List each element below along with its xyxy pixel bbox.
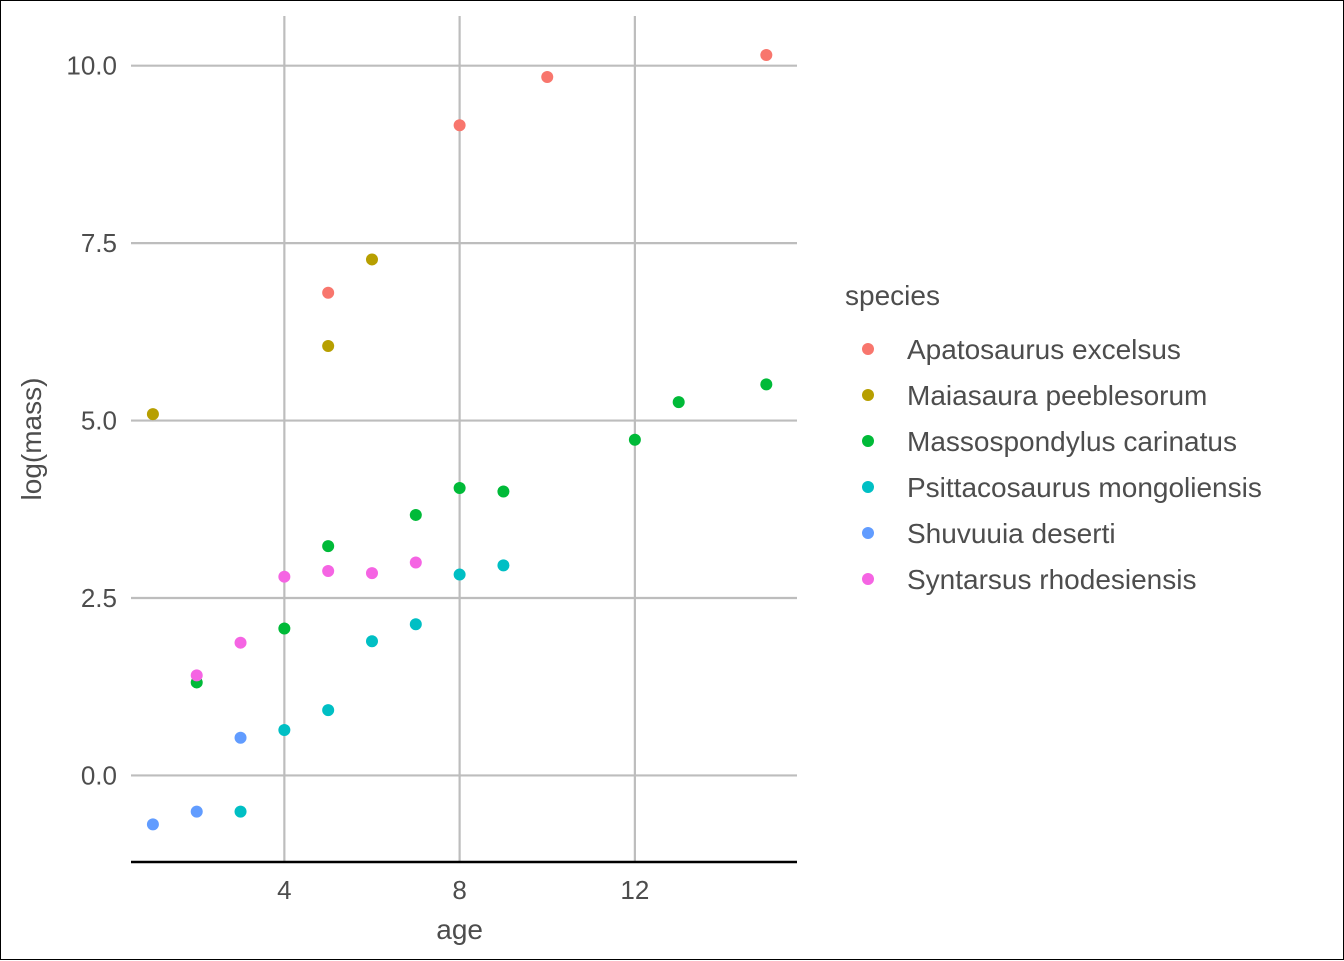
legend-title: species [845, 280, 940, 311]
data-point [234, 731, 247, 744]
y-tick-labels: 0.0 2.5 5.0 7.5 10.0 [66, 51, 117, 791]
legend-key [862, 573, 874, 585]
data-point [365, 253, 378, 266]
data-point [322, 540, 335, 553]
data-point [760, 378, 773, 391]
legend-label: Syntarsus rhodesiensis [907, 564, 1196, 595]
data-point [409, 508, 422, 521]
data-point [453, 119, 466, 132]
y-axis-title: log(mass) [16, 378, 47, 501]
data-point [365, 567, 378, 580]
data-point [190, 805, 203, 818]
data-point [278, 570, 291, 583]
data-point [146, 408, 159, 421]
data-point [628, 433, 641, 446]
data-point [409, 556, 422, 569]
legend: species Apatosaurus excelsus Maiasaura pe… [845, 280, 1262, 595]
legend-label: Shuvuuia deserti [907, 518, 1116, 549]
y-tick-label: 5.0 [81, 406, 117, 436]
y-tick-label: 10.0 [66, 51, 117, 81]
legend-label: Massospondylus carinatus [907, 426, 1237, 457]
data-point [497, 485, 510, 498]
data-point [453, 568, 466, 581]
x-tick-label: 4 [277, 875, 291, 905]
data-point [278, 723, 291, 736]
legend-key [862, 481, 874, 493]
x-axis-title: age [436, 914, 483, 945]
y-tick-label: 2.5 [81, 583, 117, 613]
data-point [234, 805, 247, 818]
data-point [322, 340, 335, 353]
data-point [541, 71, 554, 84]
data-point [322, 565, 335, 578]
data-point [760, 49, 773, 62]
x-tick-label: 8 [452, 875, 466, 905]
grid-lines [131, 16, 797, 862]
legend-key [862, 527, 874, 539]
legend-label: Apatosaurus excelsus [907, 334, 1181, 365]
data-point [146, 818, 159, 831]
data-point [365, 635, 378, 648]
y-tick-label: 7.5 [81, 228, 117, 258]
data-point [497, 559, 510, 572]
legend-key [862, 435, 874, 447]
data-point [322, 286, 335, 299]
data-point [322, 704, 335, 717]
x-tick-label: 12 [620, 875, 649, 905]
data-point [190, 669, 203, 682]
legend-key [862, 343, 874, 355]
data-point [409, 618, 422, 631]
data-points [146, 49, 773, 831]
data-point [672, 396, 685, 409]
data-point [278, 622, 291, 635]
data-point [453, 481, 466, 494]
x-tick-labels: 4 8 12 [277, 875, 649, 905]
legend-label: Psittacosaurus mongoliensis [907, 472, 1262, 503]
legend-items: Apatosaurus excelsus Maiasaura peeblesoru… [862, 334, 1262, 595]
legend-key [862, 389, 874, 401]
y-tick-label: 0.0 [81, 760, 117, 790]
legend-label: Maiasaura peeblesorum [907, 380, 1207, 411]
data-point [234, 636, 247, 649]
